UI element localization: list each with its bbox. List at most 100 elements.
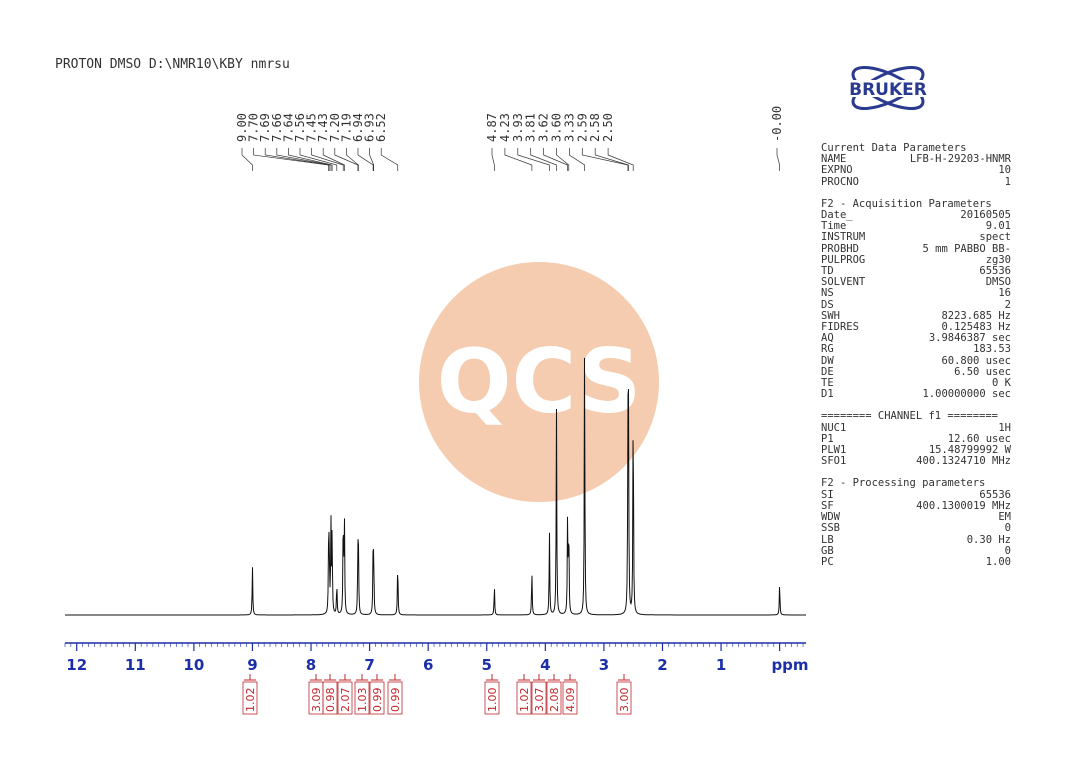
logo-text-backing xyxy=(828,80,948,97)
param-row: SOLVENT DMSO xyxy=(821,277,1011,288)
param-row: SSB 0 xyxy=(821,523,1011,534)
param-row: PROCNO 1 xyxy=(821,175,1011,188)
peak-label: 3.93 xyxy=(511,113,525,142)
param-key: RG xyxy=(821,343,834,356)
param-row: NS 16 xyxy=(821,288,1011,299)
param-row: INSTRUM spect xyxy=(821,232,1011,243)
param-value: zg30 xyxy=(985,253,1011,266)
param-value: 2 xyxy=(1004,298,1011,311)
param-value: LFB-H-29203-HNMR xyxy=(909,153,1011,166)
peak-label: 3.33 xyxy=(562,113,576,142)
acquisition-parameters-panel: Current Data Parameters NAME LFB-H-29203-H… xyxy=(821,142,1011,568)
peak-marker xyxy=(543,148,568,171)
param-row: DS 2 xyxy=(821,298,1011,311)
param-row: DW 60.800 usec xyxy=(821,354,1011,367)
peak-label: 3.81 xyxy=(524,113,538,142)
param-row: PULPROG zg30 xyxy=(821,253,1011,266)
peak-marker xyxy=(241,148,253,171)
param-row: WDW EM xyxy=(821,511,1011,524)
peak-label: 7.70 xyxy=(247,113,261,142)
peak-label: 7.64 xyxy=(281,113,295,142)
param-value: 8223.685 Hz xyxy=(941,309,1011,322)
param-key: WDW xyxy=(821,511,840,524)
x-tick-label: 1 xyxy=(716,656,726,674)
param-row: AQ 3.9846387 sec xyxy=(821,333,1011,344)
integral-box xyxy=(546,681,562,715)
nmr-spectrum-chart: QCS 9.007.707.697.667.647.567.457.437.20… xyxy=(64,106,809,715)
peak-marker xyxy=(581,148,629,171)
logo-text: BRUKER xyxy=(849,80,927,100)
param-value: 5 mm PABBO BB- xyxy=(922,242,1011,255)
peak-label: 9.00 xyxy=(235,113,249,142)
param-key: Date_ xyxy=(821,209,853,222)
param-value: EM xyxy=(998,511,1011,524)
param-value: 10 xyxy=(998,164,1011,177)
param-key: D1 xyxy=(821,388,834,401)
peak-label: 2.50 xyxy=(601,113,615,142)
x-tick-label: 4 xyxy=(540,656,550,674)
param-row: PROBHD 5 mm PABBO BB- xyxy=(821,242,1011,255)
peak-marker xyxy=(556,148,570,171)
param-key: SOLVENT xyxy=(821,276,866,289)
param-key: DE xyxy=(821,365,834,378)
spectrum-header: PROTON DMSO D:\NMR10\KBY nmrsu xyxy=(55,57,290,72)
x-axis: 12 11 10 9 8 7 6 5 4 3 2 1 ppm xyxy=(64,642,809,674)
param-row: EXPNO 10 xyxy=(821,165,1011,176)
param-row: Date_ 20160505 xyxy=(821,209,1011,222)
x-tick-label: 12 xyxy=(66,656,87,674)
peak-marker xyxy=(530,148,557,171)
param-key: NAME xyxy=(821,153,847,166)
param-key: TE xyxy=(821,377,834,390)
param-key: SWH xyxy=(821,309,840,322)
integral-box xyxy=(531,681,547,715)
integral-value: 1.03 xyxy=(356,688,369,713)
param-row: RG 183.53 xyxy=(821,344,1011,355)
peak-marker xyxy=(346,148,359,171)
peak-marker xyxy=(504,148,533,171)
param-value: 1 xyxy=(1004,175,1011,188)
peak-marker xyxy=(357,148,374,171)
param-value: 0 xyxy=(1004,544,1011,557)
param-key: DS xyxy=(821,298,834,311)
peak-label: -0.00 xyxy=(770,106,784,142)
peak-label: 2.59 xyxy=(575,113,589,142)
param-row: GB 0 xyxy=(821,544,1011,557)
integral-value: 4.09 xyxy=(564,688,577,713)
peak-label: 6.52 xyxy=(374,113,388,142)
integral-value: 0.99 xyxy=(371,688,384,713)
param-row: TD 65536 xyxy=(821,265,1011,278)
peak-label: 3.60 xyxy=(550,113,564,142)
param-key: TD xyxy=(821,265,834,278)
x-tick-label: 2 xyxy=(657,656,667,674)
x-tick-label: 9 xyxy=(247,656,257,674)
param-row: PC 1.00 xyxy=(821,556,1011,568)
param-key: DW xyxy=(821,354,834,367)
integral-value: 0.99 xyxy=(389,688,402,713)
peak-label: 4.87 xyxy=(485,113,499,142)
param-row: SI 65536 xyxy=(821,489,1011,501)
x-tick-label: 6 xyxy=(423,656,433,674)
param-key: Time xyxy=(821,220,847,233)
param-value: 400.1300019 MHz xyxy=(916,499,1011,512)
param-value: spect xyxy=(979,231,1011,244)
peak-label: 7.66 xyxy=(270,113,284,142)
peak-marker xyxy=(369,148,375,171)
param-row: TE 0 K xyxy=(821,377,1011,390)
param-key: PULPROG xyxy=(821,253,866,266)
param-value: 20160505 xyxy=(960,209,1011,222)
peak-marker xyxy=(776,148,780,171)
watermark-text: QCS xyxy=(437,330,641,433)
x-tick-label: 3 xyxy=(599,656,609,674)
integral-value: 1.02 xyxy=(518,688,531,713)
param-value: 0.125483 Hz xyxy=(941,321,1011,334)
param-row: P1 12.60 usec xyxy=(821,433,1011,445)
param-key: PROCNO xyxy=(821,175,859,188)
peak-marker xyxy=(569,148,585,171)
bruker-logo: BRUKER xyxy=(828,66,948,110)
peak-marker xyxy=(264,148,330,171)
param-key: EXPNO xyxy=(821,164,853,177)
x-tick-label: 11 xyxy=(125,656,146,674)
peak-marker xyxy=(322,148,345,171)
param-key: PLW1 xyxy=(821,444,847,457)
integral-value: 1.00 xyxy=(486,688,499,713)
